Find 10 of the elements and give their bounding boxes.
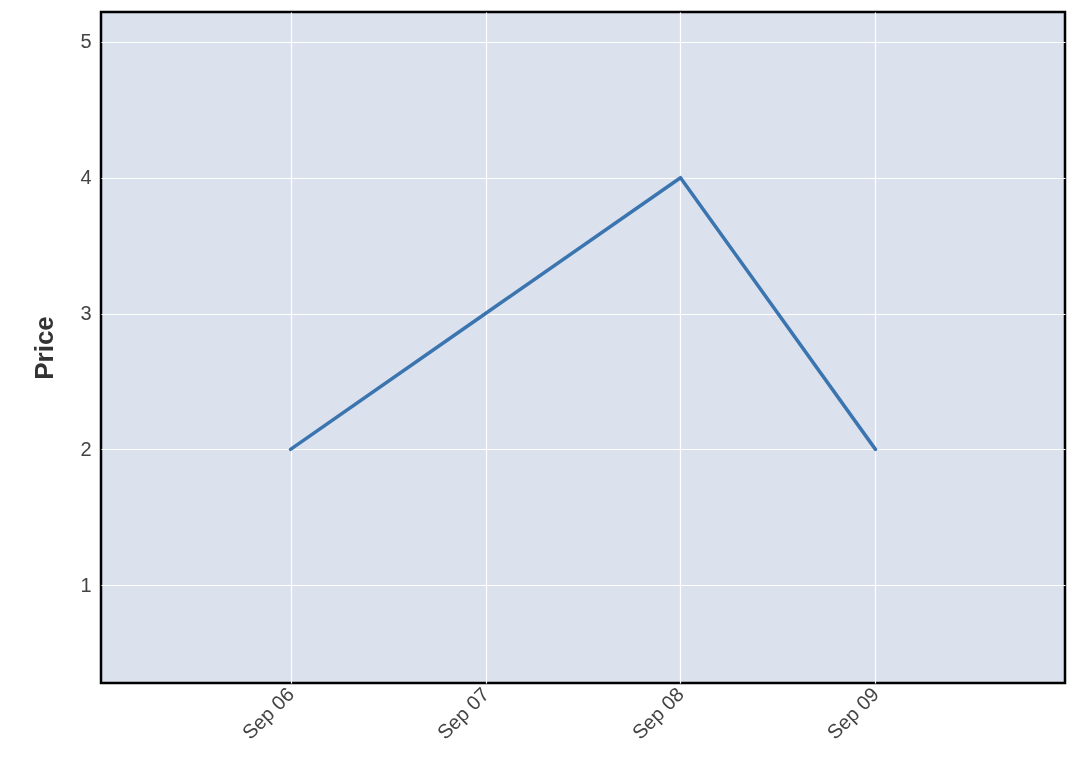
x-tick-label: Sep 06 xyxy=(237,683,299,744)
y-tick-label: 5 xyxy=(80,30,92,53)
y-axis-title: Price xyxy=(29,316,60,380)
x-tick-label: Sep 08 xyxy=(627,683,689,744)
y-tick-label: 1 xyxy=(80,573,92,596)
x-tick-label: Sep 09 xyxy=(822,683,884,744)
y-tick-label: 4 xyxy=(80,166,92,189)
x-tick-label: Sep 07 xyxy=(432,683,494,744)
y-tick-label: 3 xyxy=(80,302,92,325)
y-tick-label: 2 xyxy=(80,437,92,460)
